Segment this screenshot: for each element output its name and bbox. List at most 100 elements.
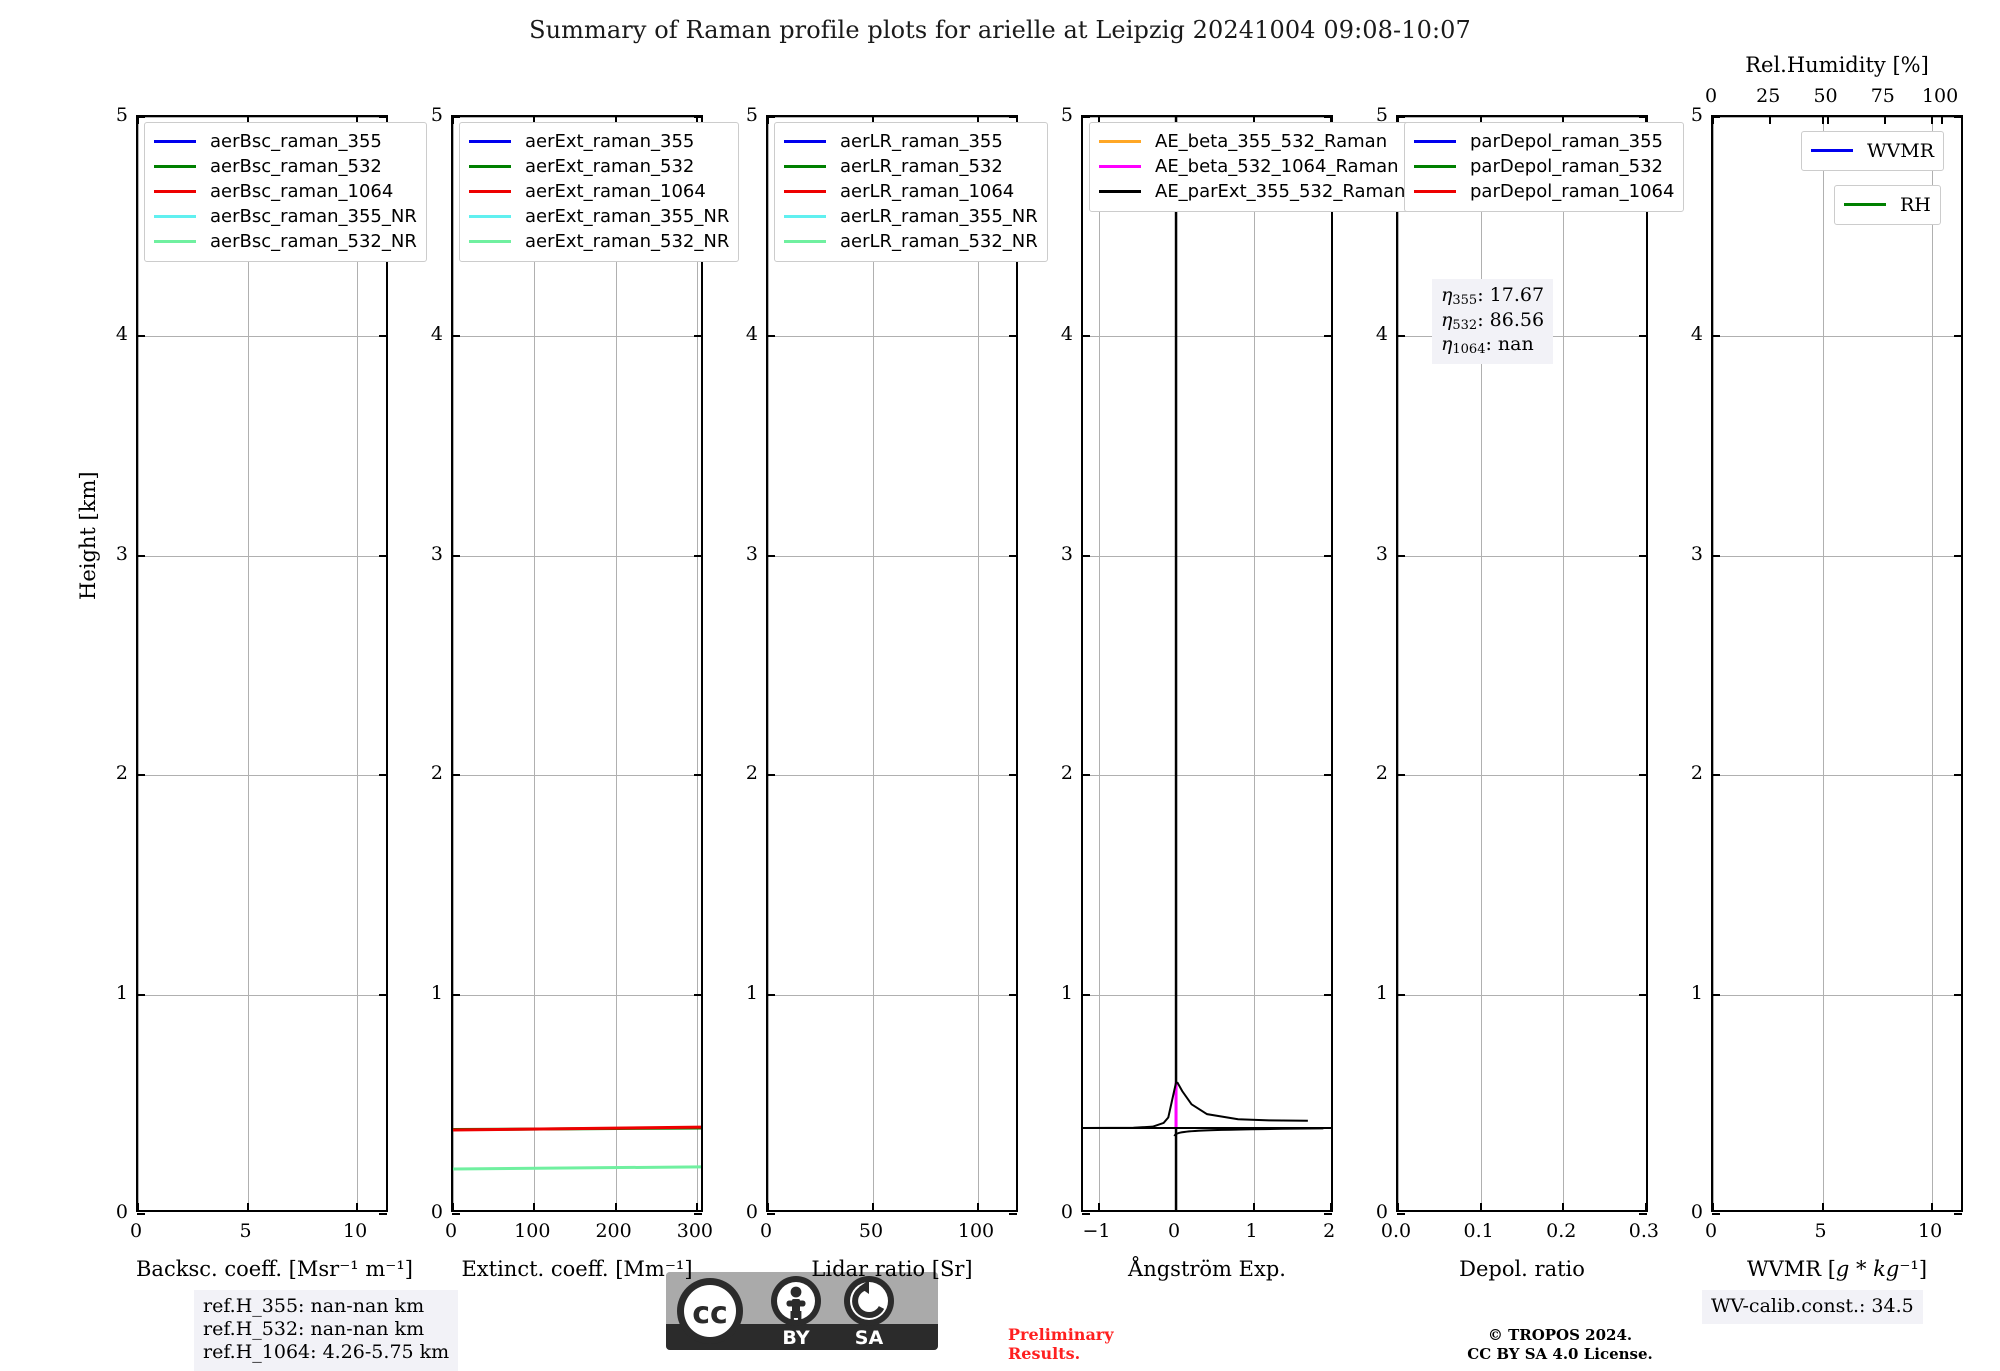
y-tick-label: 3 bbox=[736, 543, 758, 565]
legend-color-swatch bbox=[1099, 165, 1141, 168]
y-tick-label: 1 bbox=[1681, 982, 1703, 1004]
legend-entry[interactable]: aerExt_raman_1064 bbox=[469, 179, 729, 204]
legend-entry[interactable]: aerLR_raman_1064 bbox=[784, 179, 1038, 204]
data-series-layer-backscatter bbox=[138, 117, 386, 1210]
y-tick-mark bbox=[137, 774, 145, 776]
legend-entry[interactable]: aerBsc_raman_355_NR bbox=[154, 204, 417, 229]
legend-entry[interactable]: aerLR_raman_532 bbox=[784, 154, 1038, 179]
y-tick-mark-right bbox=[1639, 1213, 1647, 1215]
y-tick-label: 1 bbox=[421, 982, 443, 1004]
legend-entry-label: WVMR bbox=[1867, 140, 1934, 162]
legend-entry[interactable]: aerBsc_raman_355 bbox=[154, 129, 417, 154]
legend-entry[interactable]: WVMR bbox=[1811, 138, 1934, 163]
y-tick-mark-right bbox=[694, 116, 702, 118]
y-tick-mark-right bbox=[1639, 774, 1647, 776]
rh-tick-mark bbox=[1941, 116, 1943, 124]
y-tick-label: 0 bbox=[106, 1201, 128, 1223]
x-tick-label: 0.2 bbox=[1546, 1220, 1576, 1242]
y-tick-mark bbox=[452, 994, 460, 996]
legend-wvmr-rh: RH bbox=[1834, 185, 1941, 225]
legend-entry[interactable]: aerBsc_raman_1064 bbox=[154, 179, 417, 204]
legend-entry[interactable]: aerBsc_raman_532_NR bbox=[154, 229, 417, 254]
x-axis-label-depol-ratio: Depol. ratio bbox=[1396, 1257, 1648, 1281]
y-tick-label: 1 bbox=[1051, 982, 1073, 1004]
y-tick-mark bbox=[767, 774, 775, 776]
legend-entry[interactable]: parDepol_raman_532 bbox=[1414, 154, 1674, 179]
legend-color-swatch bbox=[469, 190, 511, 193]
legend-color-swatch bbox=[469, 215, 511, 218]
legend-entry[interactable]: aerExt_raman_532 bbox=[469, 154, 729, 179]
legend-entry[interactable]: aerBsc_raman_532 bbox=[154, 154, 417, 179]
legend-entry-label: parDepol_raman_1064 bbox=[1470, 181, 1674, 202]
x-tick-mark bbox=[767, 1203, 769, 1211]
legend-entry-label: AE_beta_355_532_Raman bbox=[1155, 131, 1387, 152]
rh-tick-label: 50 bbox=[1813, 85, 1837, 107]
legend-entry[interactable]: aerExt_raman_355_NR bbox=[469, 204, 729, 229]
x-axis-label-backscatter: Backsc. coeff. [Msr⁻¹ m⁻¹] bbox=[136, 1257, 388, 1281]
x-axis-label-angstrom: Ångström Exp. bbox=[1081, 1257, 1333, 1281]
y-tick-mark bbox=[137, 555, 145, 557]
x-tick-mark bbox=[977, 1203, 979, 1211]
y-tick-mark bbox=[767, 116, 775, 118]
y-tick-mark bbox=[1397, 555, 1405, 557]
svg-text:SA: SA bbox=[855, 1327, 884, 1349]
y-tick-mark bbox=[767, 335, 775, 337]
y-tick-label: 4 bbox=[1051, 323, 1073, 345]
legend-entry[interactable]: AE_parExt_355_532_Raman bbox=[1099, 179, 1405, 204]
y-tick-mark-right bbox=[1954, 774, 1962, 776]
y-tick-label: 3 bbox=[1681, 543, 1703, 565]
rh-axis-title: Rel.Humidity [%] bbox=[1711, 53, 1963, 77]
y-tick-mark-right bbox=[1324, 335, 1332, 337]
y-tick-mark-right bbox=[1009, 335, 1017, 337]
x-tick-label: 0 bbox=[130, 1220, 142, 1242]
y-tick-label: 4 bbox=[1366, 323, 1388, 345]
y-tick-mark-right bbox=[1954, 335, 1962, 337]
y-tick-label: 0 bbox=[1051, 1201, 1073, 1223]
legend-entry[interactable]: parDepol_raman_1064 bbox=[1414, 179, 1674, 204]
creative-commons-license-logo: cc BY SA bbox=[666, 1272, 938, 1350]
svg-text:cc: cc bbox=[692, 1296, 728, 1331]
legend-entry[interactable]: aerExt_raman_355 bbox=[469, 129, 729, 154]
y-tick-label: 5 bbox=[1051, 104, 1073, 126]
legend-entry-label: aerExt_raman_532 bbox=[525, 156, 694, 177]
y-tick-mark bbox=[1712, 994, 1720, 996]
data-series-layer-extinction bbox=[453, 117, 701, 1210]
legend-entry[interactable]: aerLR_raman_355_NR bbox=[784, 204, 1038, 229]
legend-color-swatch bbox=[154, 165, 196, 168]
x-tick-label: 0.0 bbox=[1381, 1220, 1411, 1242]
y-tick-mark-right bbox=[1324, 555, 1332, 557]
y-tick-label: 3 bbox=[106, 543, 128, 565]
y-tick-mark-right bbox=[1009, 774, 1017, 776]
wv-calibration-box: WV-calib.const.: 34.5 bbox=[1702, 1290, 1923, 1324]
y-tick-mark-right bbox=[379, 335, 387, 337]
y-tick-mark bbox=[1397, 1213, 1405, 1215]
legend-color-swatch bbox=[1099, 190, 1141, 193]
legend-entry[interactable]: aerLR_raman_355 bbox=[784, 129, 1038, 154]
legend-entry[interactable]: aerExt_raman_532_NR bbox=[469, 229, 729, 254]
plot-area-lidar-ratio bbox=[768, 117, 1016, 1210]
x-tick-mark bbox=[247, 1203, 249, 1211]
lower-tail-series-line bbox=[1174, 1128, 1323, 1136]
x-tick-label: 10 bbox=[343, 1220, 367, 1242]
y-tick-label: 0 bbox=[421, 1201, 443, 1223]
legend-color-swatch bbox=[784, 190, 826, 193]
x-tick-mark bbox=[1931, 1203, 1933, 1211]
x-tick-mark bbox=[533, 1203, 535, 1211]
legend-entry[interactable]: RH bbox=[1844, 192, 1931, 217]
plot-area-backscatter bbox=[138, 117, 386, 1210]
legend-color-swatch bbox=[784, 215, 826, 218]
y-tick-mark bbox=[452, 1213, 460, 1215]
y-tick-mark bbox=[1712, 1213, 1720, 1215]
y-tick-mark-right bbox=[1639, 116, 1647, 118]
y-tick-label: 0 bbox=[736, 1201, 758, 1223]
legend-color-swatch bbox=[1414, 190, 1456, 193]
legend-entry[interactable]: parDepol_raman_355 bbox=[1414, 129, 1674, 154]
legend-entry[interactable]: aerLR_raman_532_NR bbox=[784, 229, 1038, 254]
legend-entry[interactable]: AE_beta_355_532_Raman bbox=[1099, 129, 1405, 154]
y-tick-mark-right bbox=[694, 555, 702, 557]
legend-entry[interactable]: AE_beta_532_1064_Raman bbox=[1099, 154, 1405, 179]
